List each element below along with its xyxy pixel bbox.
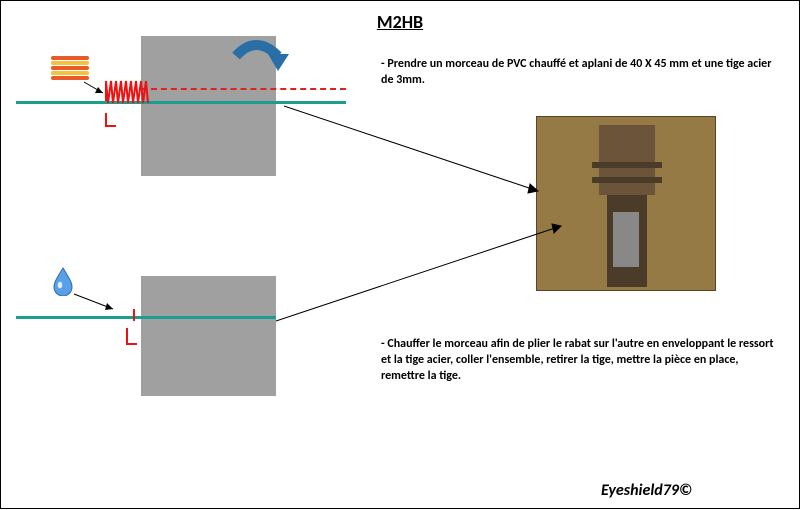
arrow-step2-to-photo xyxy=(1,1,800,510)
